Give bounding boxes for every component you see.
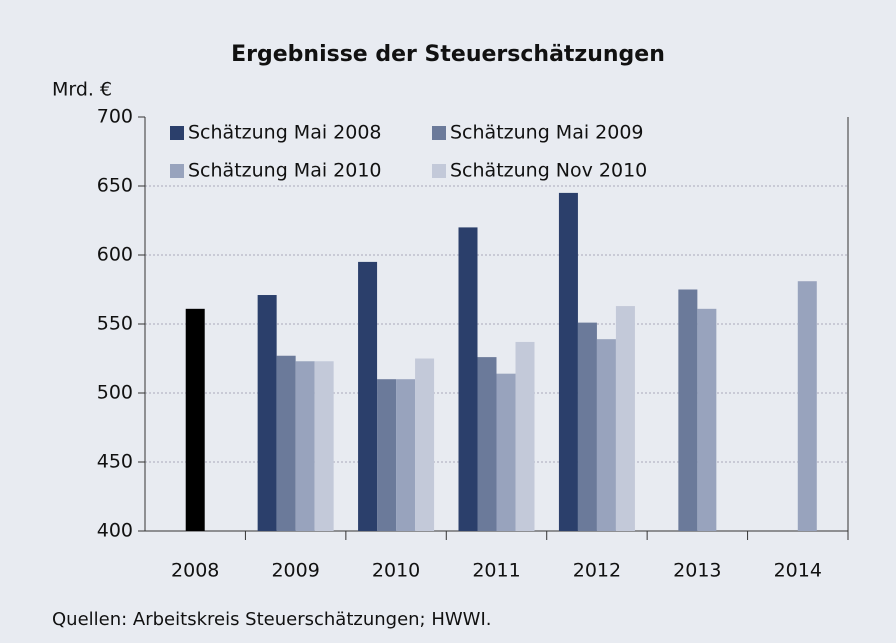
legend-swatch: [170, 164, 184, 178]
bar: [257, 295, 277, 531]
bar: [295, 361, 315, 531]
y-tick-label: 700: [97, 106, 133, 128]
x-tick-label: 2012: [573, 560, 621, 582]
bar: [558, 192, 578, 531]
bar: [515, 341, 535, 531]
y-tick-label: 650: [97, 175, 133, 197]
source: Quellen: Arbeitskreis Steuerschätzungen;…: [52, 609, 492, 630]
bar: [596, 339, 616, 531]
legend-label: Schätzung Mai 2010: [188, 160, 382, 182]
legend-label: Schätzung Nov 2010: [450, 160, 647, 182]
bar: [377, 379, 397, 531]
bar: [415, 358, 435, 531]
bar: [697, 308, 717, 531]
bar: [797, 281, 817, 531]
bar: [185, 308, 205, 531]
legend-label: Schätzung Mai 2008: [188, 122, 382, 144]
bar: [678, 289, 698, 531]
bar: [396, 379, 416, 531]
legend-swatch: [432, 126, 446, 140]
chart-title: Ergebnisse der Steuerschätzungen: [231, 42, 665, 67]
x-tick-label: 2008: [171, 560, 219, 582]
bar: [477, 357, 497, 531]
bar: [276, 355, 296, 531]
x-tick-label: 2011: [472, 560, 520, 582]
bar: [577, 322, 597, 531]
y-tick-label: 400: [97, 520, 133, 542]
bar: [496, 373, 516, 531]
bar: [615, 306, 635, 531]
y-tick-label: 550: [97, 313, 133, 335]
y-tick-label: 450: [97, 451, 133, 473]
x-tick-label: 2014: [774, 560, 822, 582]
x-tick-label: 2010: [372, 560, 420, 582]
legend-swatch: [432, 164, 446, 178]
bar: [358, 261, 378, 531]
legend-label: Schätzung Mai 2009: [450, 122, 644, 144]
y-axis-label: Mrd. €: [52, 79, 112, 101]
legend-swatch: [170, 126, 184, 140]
y-tick-label: 600: [97, 244, 133, 266]
bar: [458, 227, 478, 531]
y-tick-label: 500: [97, 382, 133, 404]
bar: [314, 361, 334, 531]
x-tick-label: 2009: [271, 560, 319, 582]
x-tick-label: 2013: [673, 560, 721, 582]
